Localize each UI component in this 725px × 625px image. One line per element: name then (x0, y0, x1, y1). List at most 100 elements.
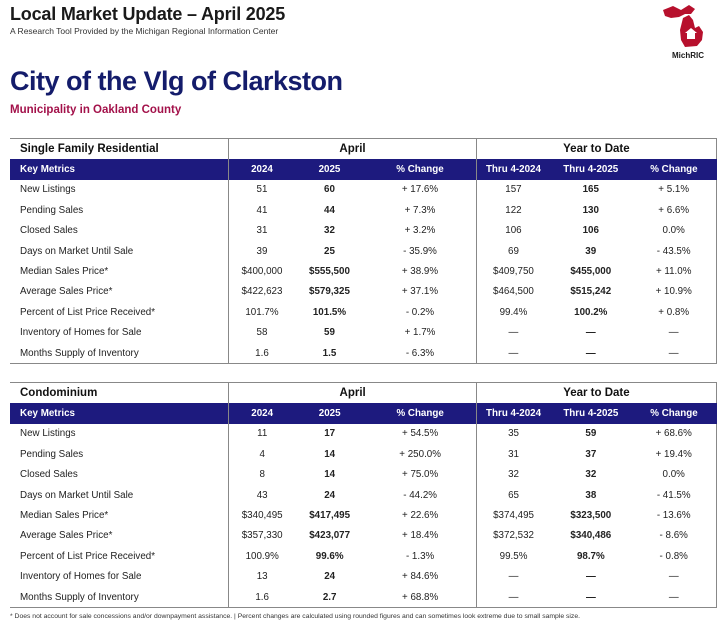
value-month-change: + 38.9% (401, 266, 439, 278)
table-row: Days on Market Until Sale 43 24 - 44.2% 65 38… (10, 484, 718, 506)
col-thru-2024: Thru 4-2024 (475, 403, 551, 424)
col-ytd-change: % Change (631, 403, 717, 424)
value-month-2025: 99.6% (315, 550, 344, 562)
michigan-map-logo: MichRIC (663, 5, 704, 60)
section-title: Single Family Residential (10, 138, 229, 160)
value-month-change: - 1.3% (405, 550, 435, 562)
value-ytd-2024: $374,495 (475, 505, 551, 526)
report-title: Local Market Update – April 2025 (10, 4, 286, 24)
value-month-2024: $422,623 (228, 281, 295, 303)
value-month-2025: 44 (324, 204, 335, 216)
value-ytd-2024: — (475, 586, 551, 609)
value-ytd-2025: 165 (582, 184, 599, 196)
value-month-change: - 6.3% (364, 342, 477, 365)
value-ytd-change: — (631, 322, 718, 343)
value-month-change: + 84.6% (402, 571, 439, 583)
value-ytd-2024: 35 (475, 423, 551, 445)
value-ytd-2025: — (585, 327, 596, 339)
column-header-row: Key Metrics 2024 2025 % Change Thru 4-20… (10, 403, 717, 424)
table-row: Percent of List Price Received* 100.9% 99.… (10, 546, 718, 567)
table-row: Inventory of Homes for Sale 58 59 + 1.7% — — — (10, 322, 718, 343)
col-thru-2025: Thru 4-2025 (550, 159, 632, 180)
value-month-2024: 31 (228, 220, 295, 241)
value-ytd-2025: 59 (585, 428, 597, 440)
value-month-2024: 1.6 (228, 342, 295, 365)
value-ytd-change: - 13.6% (631, 505, 718, 526)
metric-label: New Listings (20, 184, 76, 196)
value-month-change: + 1.7% (404, 327, 436, 339)
value-ytd-2024: $409,750 (475, 261, 551, 282)
value-ytd-2024: — (475, 322, 551, 343)
table-row: New Listings 51 60 + 17.6% 157 165 + 5.1% (10, 179, 718, 201)
value-month-2024: $400,000 (228, 261, 295, 282)
value-ytd-2024: 32 (475, 464, 551, 485)
value-month-change: - 35.9% (403, 245, 437, 257)
value-ytd-2024: 157 (475, 179, 551, 201)
table-row: Months Supply of Inventory 1.6 1.5- 6.3% — —… (10, 342, 718, 365)
col-change: % Change (364, 159, 477, 180)
col-thru-2025: Thru 4-2025 (550, 403, 632, 424)
value-month-2024: 1.6 (228, 586, 295, 609)
value-ytd-2025: $515,242 (570, 286, 612, 298)
value-month-2024: 51 (228, 179, 295, 201)
section-header-row: Condominium April Year to Date (10, 382, 718, 404)
value-ytd-2024: 31 (475, 444, 551, 465)
col-ytd-change: % Change (631, 159, 717, 180)
value-ytd-change: + 68.6% (631, 423, 718, 445)
value-ytd-2025: $340,486 (570, 530, 612, 542)
value-ytd-2025: 100.2% (574, 306, 608, 318)
value-month-2025: 32 (324, 225, 335, 237)
value-month-change: + 75.0% (402, 469, 439, 481)
value-ytd-change: + 5.1% (631, 179, 718, 201)
table-row: Pending Sales 4 14 + 250.0% 31 37 + 19.4% (10, 444, 718, 465)
value-ytd-2024: — (475, 342, 551, 365)
value-ytd-2025: 32 (585, 469, 597, 481)
value-month-2024: 8 (228, 464, 295, 485)
value-month-change: + 7.3% (404, 204, 436, 216)
value-month-2025: 60 (324, 184, 335, 196)
value-ytd-change: 0.0% (631, 220, 718, 241)
value-ytd-change: + 0.8% (631, 302, 718, 323)
value-ytd-2025: — (550, 342, 632, 365)
section-title: Condominium (10, 382, 229, 404)
value-month-change: + 37.1% (401, 286, 439, 298)
value-ytd-change: + 6.6% (631, 200, 718, 221)
value-month-2024: 43 (228, 484, 295, 506)
value-month-2024: 4 (228, 444, 295, 465)
value-month-2025: 17 (324, 428, 336, 440)
month-group-header: April (228, 138, 477, 160)
table-row: Closed Sales 8 14 + 75.0% 32 32 0.0% (10, 464, 718, 485)
metric-label: Pending Sales (20, 448, 84, 460)
value-ytd-2024: $372,532 (475, 525, 551, 547)
metric-label: Average Sales Price* (20, 286, 113, 298)
table-row: New Listings 11 17 + 54.5% 35 59 + 68.6% (10, 423, 718, 445)
col-thru-2024: Thru 4-2024 (475, 159, 551, 180)
metric-label: Median Sales Price* (20, 266, 109, 278)
municipality-subtitle: Municipality in Oakland County (10, 104, 182, 116)
condominium-table: Condominium April Year to Date Key Metri… (10, 382, 718, 609)
month-group-header: April (228, 382, 477, 404)
value-ytd-2025: 106 (582, 225, 599, 237)
value-month-change: + 3.2% (404, 225, 436, 237)
value-ytd-2024: 99.4% (475, 302, 551, 323)
value-month-2025: 2.7 (294, 586, 365, 609)
value-month-change: + 54.5% (402, 428, 439, 440)
metric-label: Days on Market Until Sale (20, 245, 134, 257)
value-ytd-2025: 37 (585, 448, 597, 460)
value-ytd-2025: 39 (585, 245, 597, 257)
metric-label: Months Supply of Inventory (10, 586, 229, 609)
value-ytd-2024: 69 (475, 240, 551, 262)
metric-label: Closed Sales (20, 225, 78, 237)
value-month-change: + 18.4% (402, 530, 439, 542)
metric-label: Percent of List Price Received* (20, 550, 156, 562)
metric-label: Inventory of Homes for Sale (20, 327, 142, 339)
value-ytd-change: + 19.4% (631, 444, 718, 465)
value-ytd-2024: 99.5% (475, 546, 551, 567)
value-ytd-change: + 10.9% (631, 281, 718, 303)
value-month-2025: 1.5 (294, 342, 365, 365)
col-change: % Change (364, 403, 477, 424)
metric-label: Average Sales Price* (20, 530, 113, 542)
value-month-change: + 17.6% (401, 184, 439, 196)
table-row: Inventory of Homes for Sale 13 24 + 84.6% — —… (10, 566, 718, 587)
value-month-change: + 22.6% (402, 510, 439, 522)
